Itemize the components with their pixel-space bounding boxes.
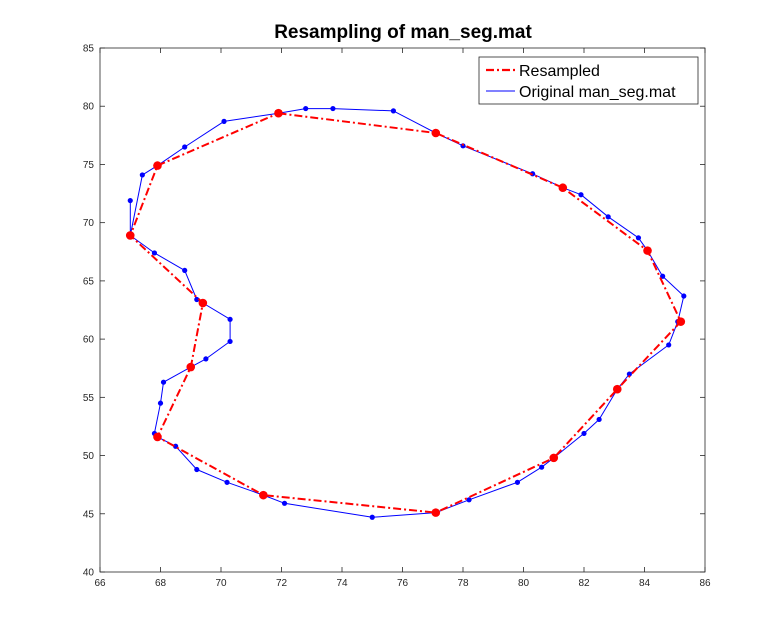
original-point (514, 479, 521, 485)
chart-title: Resampling of man_seg.mat (274, 22, 532, 43)
x-tick-label: 74 (336, 578, 348, 589)
original-point (369, 514, 375, 520)
original-point (581, 430, 587, 437)
resampled-point (125, 231, 135, 240)
x-tick-label: 66 (94, 578, 106, 589)
resampled-point (198, 298, 208, 308)
resampled-point (259, 490, 268, 500)
original-point (466, 497, 472, 503)
original-point (681, 293, 687, 299)
legend-label-original: Original man_seg.mat (519, 84, 676, 101)
resampled-series-line (129, 112, 682, 514)
y-tick-label: 65 (83, 276, 95, 287)
plot-area (100, 48, 705, 572)
x-tick-label: 82 (578, 578, 590, 589)
series-group (125, 105, 687, 520)
resampled-point (612, 384, 622, 394)
y-tick-label: 55 (83, 393, 95, 404)
original-point (203, 356, 209, 362)
legend-box (478, 56, 699, 105)
resampled-point (643, 246, 652, 255)
y-tick-label: 50 (83, 451, 95, 462)
y-tick-label: 45 (83, 509, 95, 520)
original-point (303, 105, 309, 112)
axis-ticks: 66 68 70 72 74 76 78 80 82 84 86 40 45 50 55 60 65 70 75 80… (83, 44, 711, 590)
original-point (660, 273, 666, 279)
original-point (139, 172, 145, 178)
x-tick-label: 68 (155, 578, 167, 589)
y-tick-label: 60 (83, 335, 95, 346)
x-tick-label: 84 (639, 578, 651, 589)
original-point (173, 443, 179, 449)
x-tick-label: 86 (699, 578, 711, 589)
x-tick-label: 80 (518, 578, 530, 589)
x-tick-label: 78 (457, 578, 469, 589)
y-tick-label: 70 (83, 218, 95, 229)
legend-label-resampled: Resampled (519, 63, 600, 80)
resampled-point (549, 453, 559, 463)
original-point (157, 400, 164, 406)
original-point (539, 464, 545, 470)
original-point (127, 197, 133, 204)
original-point (221, 118, 227, 124)
resampled-point (274, 108, 283, 118)
original-point (390, 108, 397, 114)
original-point (182, 144, 188, 150)
original-point (194, 296, 200, 303)
x-tick-label: 72 (276, 578, 288, 589)
y-tick-label: 80 (83, 102, 95, 113)
original-point (626, 371, 632, 377)
y-tick-label: 40 (83, 568, 95, 579)
original-point (605, 214, 611, 220)
original-point (227, 316, 233, 322)
original-point (151, 250, 158, 256)
original-point (281, 500, 288, 506)
original-point (194, 466, 200, 473)
x-tick-label: 70 (215, 578, 227, 589)
original-point (460, 143, 466, 149)
original-point (596, 416, 602, 423)
legend: Resampled Original man_seg.mat (478, 56, 699, 105)
original-point (227, 338, 233, 345)
resampled-point (431, 508, 441, 517)
resampled-point (153, 432, 162, 442)
resampled-point (153, 161, 162, 170)
y-tick-label: 75 (83, 160, 95, 171)
original-point (224, 479, 230, 485)
original-point (635, 235, 642, 241)
plot-frame (99, 47, 706, 573)
resampled-point (431, 128, 441, 138)
resampled-point (558, 183, 568, 193)
y-tick-label: 85 (83, 44, 95, 55)
original-point (182, 267, 188, 274)
original-point (160, 379, 167, 385)
original-point (578, 192, 584, 198)
original-point (666, 342, 672, 348)
original-point (330, 105, 336, 112)
resampled-point (186, 362, 196, 372)
resampled-point (676, 317, 686, 326)
x-tick-label: 76 (397, 578, 409, 589)
